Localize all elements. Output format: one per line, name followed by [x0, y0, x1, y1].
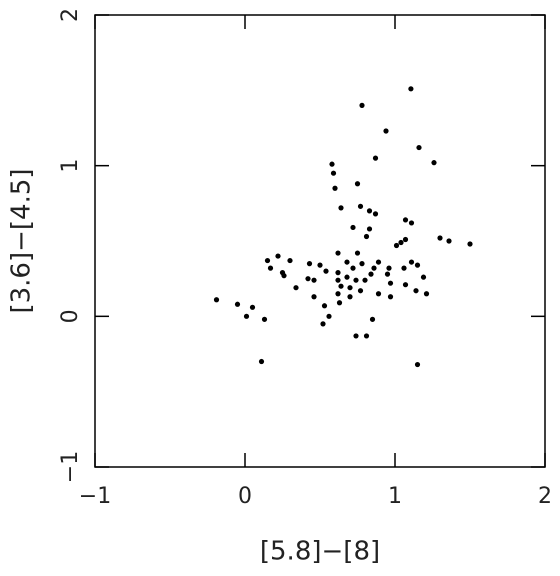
point [372, 155, 379, 161]
plot-frame [94, 14, 546, 468]
point [311, 277, 317, 283]
point [338, 205, 344, 211]
point [387, 294, 394, 300]
point [326, 313, 332, 319]
point [437, 235, 443, 241]
point [402, 282, 409, 288]
x-tick-label: −1 [79, 484, 111, 509]
point [359, 261, 365, 267]
point [353, 333, 359, 339]
point [275, 253, 281, 259]
point [281, 273, 287, 279]
point [386, 265, 392, 271]
point [347, 285, 353, 291]
point [402, 236, 409, 243]
point [446, 238, 452, 244]
point [414, 262, 421, 268]
point [306, 261, 313, 267]
point [384, 271, 391, 277]
point [363, 333, 370, 339]
point [234, 301, 241, 307]
point [408, 259, 415, 265]
point [335, 291, 341, 297]
point [402, 217, 409, 223]
point [287, 257, 293, 264]
point [408, 220, 415, 226]
point [372, 211, 379, 217]
point [261, 316, 268, 322]
point [383, 128, 389, 134]
point [467, 241, 473, 247]
point [398, 239, 404, 246]
point [359, 102, 365, 108]
point [401, 265, 407, 271]
point [354, 250, 361, 256]
point [416, 144, 422, 151]
point [369, 316, 376, 322]
point [350, 265, 356, 271]
point [366, 226, 373, 232]
point [350, 224, 356, 231]
point [329, 161, 335, 167]
point [408, 86, 414, 92]
point [414, 361, 421, 368]
point [375, 259, 382, 265]
point [353, 277, 359, 283]
y-tick-label: −1 [58, 451, 83, 483]
point [335, 250, 341, 256]
point [264, 257, 271, 264]
point [243, 313, 250, 319]
y-tick-label: 0 [58, 309, 83, 323]
point [311, 294, 317, 300]
point [330, 170, 337, 176]
point [335, 277, 341, 283]
point [336, 300, 343, 306]
point [320, 321, 326, 327]
point [267, 265, 274, 271]
x-axis-label: [5.8]−[8] [260, 537, 380, 567]
point [293, 285, 299, 291]
point [357, 288, 364, 294]
point [375, 291, 382, 297]
point [362, 277, 368, 283]
point [335, 270, 341, 276]
point [371, 265, 377, 271]
point [413, 288, 419, 294]
x-tick-label: 2 [538, 484, 552, 509]
point [354, 181, 361, 187]
x-tick-label: 1 [388, 484, 402, 509]
point [305, 276, 311, 282]
y-axis-label: [3.6]−[4.5] [7, 168, 37, 313]
point [338, 283, 344, 289]
point [317, 262, 323, 268]
point [249, 304, 256, 310]
point [387, 280, 394, 286]
point [368, 271, 374, 277]
point [323, 268, 329, 274]
point [420, 274, 427, 280]
point [363, 233, 370, 240]
point [423, 291, 430, 297]
point [431, 160, 437, 166]
point [393, 242, 400, 249]
point [321, 303, 328, 309]
point [344, 259, 350, 265]
point [332, 185, 338, 191]
y-tick-label: 1 [58, 159, 83, 173]
point [366, 208, 373, 214]
point [213, 297, 220, 303]
y-tick-label: 2 [58, 8, 83, 22]
point [357, 203, 364, 209]
point [258, 358, 265, 365]
point [344, 274, 350, 280]
x-tick-label: 0 [238, 484, 252, 509]
point [347, 294, 353, 300]
